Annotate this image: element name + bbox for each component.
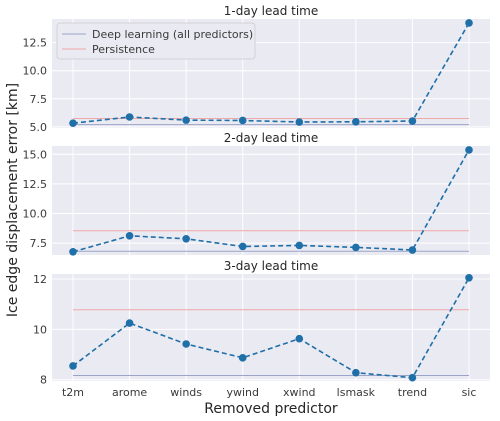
panel-title: 1-day lead time — [224, 4, 318, 18]
data-point — [238, 116, 247, 125]
x-tick-label: winds — [170, 386, 202, 399]
data-point — [408, 373, 417, 382]
x-tick-label: lsmask — [337, 386, 376, 399]
data-point — [295, 334, 304, 343]
y-tick-label: 15.0 — [23, 148, 48, 161]
data-point — [238, 242, 247, 251]
data-point — [125, 319, 134, 327]
panel-background — [52, 274, 490, 381]
y-axis-label: Ice edge displacement error [km] — [5, 83, 21, 317]
panel-2: 7.5 10.0 12.5 15.0 2-day lead time — [23, 131, 490, 256]
panel-title: 2-day lead time — [224, 131, 318, 145]
x-tick-label: xwind — [283, 386, 316, 399]
data-point — [182, 234, 190, 243]
series-line — [72, 277, 470, 379]
y-tick-label: 10 — [33, 323, 47, 336]
data-point — [465, 146, 473, 154]
y-tick-label: 12 — [33, 273, 47, 286]
legend-box — [56, 22, 256, 60]
y-tick-label: 7.5 — [30, 93, 48, 106]
data-point — [125, 232, 134, 240]
legend-label: Persistence — [92, 43, 155, 56]
x-tick-label: trend — [398, 386, 427, 399]
x-tick-label: sic — [462, 386, 477, 399]
y-tick-label: 7.5 — [30, 237, 48, 250]
x-axis-label: Removed predictor — [204, 401, 338, 417]
data-point — [182, 116, 190, 124]
data-point — [352, 118, 360, 126]
data-point — [182, 340, 190, 348]
panel-3: 8 10 12 3-day lead time — [33, 259, 490, 387]
y-tick-label: 5.0 — [30, 121, 48, 134]
data-point — [352, 243, 360, 252]
series-line — [72, 149, 470, 253]
data-point — [295, 241, 304, 250]
y-tick-label: 10.0 — [23, 208, 48, 221]
panel-1: 5.0 7.5 10.0 12.5 1-day lead time Deep learni… — [23, 4, 490, 134]
data-point — [69, 248, 77, 256]
data-point — [238, 354, 247, 362]
y-tick-label: 12.5 — [23, 178, 48, 191]
data-point — [295, 118, 304, 126]
data-point — [125, 113, 134, 121]
data-point — [69, 362, 77, 370]
legend: Deep learning (all predictors) Persistenc… — [56, 22, 256, 60]
legend-label: Deep learning (all predictors) — [92, 28, 253, 41]
x-tick-label: ywind — [226, 386, 259, 399]
panel-title: 3-day lead time — [224, 259, 318, 273]
x-tick-label: t2m — [62, 386, 84, 399]
data-point — [465, 273, 473, 282]
data-point — [352, 368, 360, 377]
data-point — [408, 246, 417, 254]
data-point — [69, 119, 77, 127]
y-tick-label: 12.5 — [23, 37, 48, 50]
panel-background — [52, 146, 490, 255]
x-tick-label: arome — [112, 386, 147, 399]
y-tick-label: 8 — [40, 374, 47, 387]
data-point — [465, 19, 473, 27]
y-tick-label: 10.0 — [23, 65, 48, 78]
series-line — [72, 22, 470, 124]
data-point — [408, 117, 417, 125]
